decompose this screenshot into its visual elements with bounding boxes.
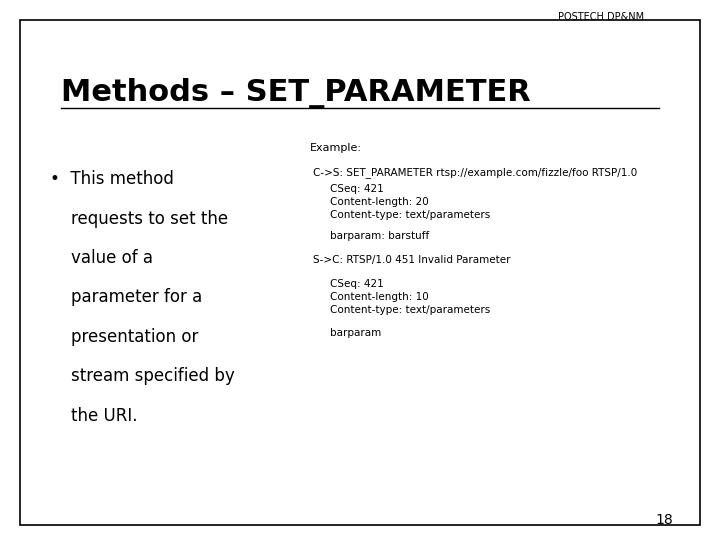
FancyBboxPatch shape [20,20,700,525]
Text: barparam: barstuff: barparam: barstuff [330,231,429,241]
Text: requests to set the: requests to set the [50,210,228,227]
Text: CSeq: 421: CSeq: 421 [330,279,384,289]
Text: POSTECH DP&NM: POSTECH DP&NM [558,12,644,22]
Text: parameter for a: parameter for a [50,288,202,306]
Text: presentation or: presentation or [50,328,199,346]
Text: Content-length: 10: Content-length: 10 [330,292,428,302]
Text: Content-type: text/parameters: Content-type: text/parameters [330,305,490,315]
Text: barparam: barparam [330,328,381,338]
Text: 18: 18 [655,512,673,526]
Text: Methods – SET_PARAMETER: Methods – SET_PARAMETER [61,78,531,109]
Text: •  This method: • This method [50,170,174,188]
Text: C->S: SET_PARAMETER rtsp://example.com/fizzle/foo RTSP/1.0: C->S: SET_PARAMETER rtsp://example.com/f… [313,167,637,178]
Text: CSeq: 421: CSeq: 421 [330,184,384,194]
Text: Content-type: text/parameters: Content-type: text/parameters [330,210,490,220]
Text: the URI.: the URI. [50,407,138,424]
Text: Example:: Example: [310,143,361,153]
Text: stream specified by: stream specified by [50,367,235,385]
Text: S->C: RTSP/1.0 451 Invalid Parameter: S->C: RTSP/1.0 451 Invalid Parameter [313,255,510,266]
Text: value of a: value of a [50,249,153,267]
Text: Content-length: 20: Content-length: 20 [330,197,428,207]
